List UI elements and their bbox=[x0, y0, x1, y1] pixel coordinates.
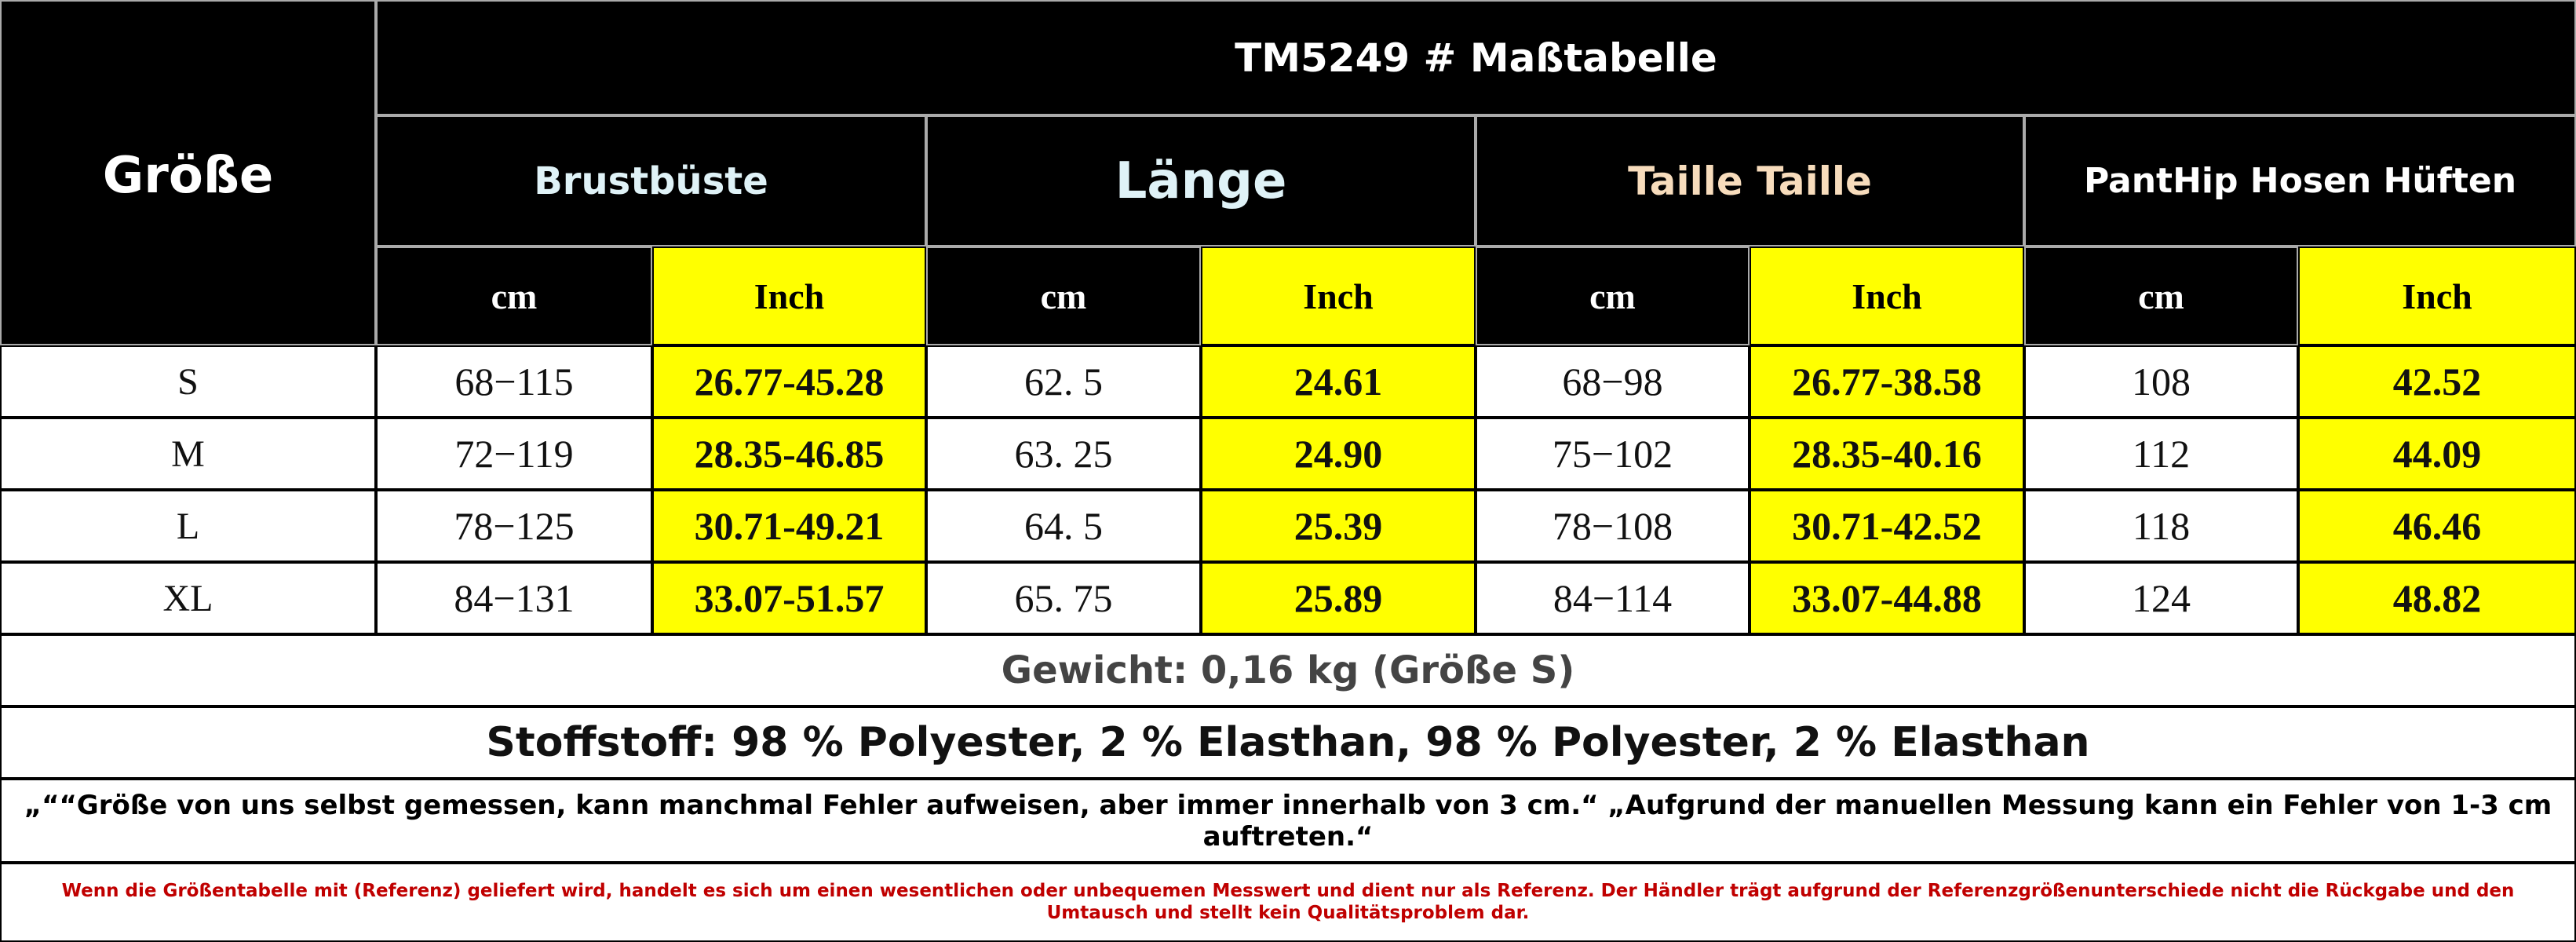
value-cell: 62. 5 bbox=[926, 345, 1201, 418]
group-header: Taille Taille bbox=[1476, 115, 2024, 246]
size-cell: M bbox=[0, 418, 376, 490]
weight: Gewicht: 0,16 kg (Größe S) bbox=[0, 634, 2576, 706]
group-header: Länge bbox=[926, 115, 1476, 246]
value-cell: 75−102 bbox=[1476, 418, 1750, 490]
value-cell: 24.90 bbox=[1201, 418, 1476, 490]
value-cell: 63. 25 bbox=[926, 418, 1201, 490]
value-cell: 78−108 bbox=[1476, 490, 1750, 562]
unit-header: cm bbox=[2024, 246, 2298, 345]
value-cell: 112 bbox=[2024, 418, 2298, 490]
value-cell: 26.77-45.28 bbox=[652, 345, 926, 418]
unit-header: Inch bbox=[2298, 246, 2576, 345]
value-cell: 84−114 bbox=[1476, 562, 1750, 634]
value-cell: 24.61 bbox=[1201, 345, 1476, 418]
value-cell: 68−98 bbox=[1476, 345, 1750, 418]
value-cell: 46.46 bbox=[2298, 490, 2576, 562]
value-cell: 118 bbox=[2024, 490, 2298, 562]
size-cell: L bbox=[0, 490, 376, 562]
value-cell: 48.82 bbox=[2298, 562, 2576, 634]
group-header: PantHip Hosen Hüften bbox=[2024, 115, 2576, 246]
size-header: Größe bbox=[0, 0, 376, 345]
disclaimer: Wenn die Größentabelle mit (Referenz) ge… bbox=[0, 863, 2576, 942]
value-cell: 65. 75 bbox=[926, 562, 1201, 634]
value-cell: 28.35-40.16 bbox=[1750, 418, 2024, 490]
size-cell: XL bbox=[0, 562, 376, 634]
value-cell: 44.09 bbox=[2298, 418, 2576, 490]
group-header: Brustbüste bbox=[376, 115, 926, 246]
value-cell: 64. 5 bbox=[926, 490, 1201, 562]
value-cell: 26.77-38.58 bbox=[1750, 345, 2024, 418]
value-cell: 33.07-44.88 bbox=[1750, 562, 2024, 634]
unit-header: Inch bbox=[1201, 246, 1476, 345]
value-cell: 25.89 bbox=[1201, 562, 1476, 634]
unit-header: cm bbox=[926, 246, 1201, 345]
unit-header: Inch bbox=[652, 246, 926, 345]
value-cell: 72−119 bbox=[376, 418, 652, 490]
value-cell: 124 bbox=[2024, 562, 2298, 634]
value-cell: 108 bbox=[2024, 345, 2298, 418]
unit-header: cm bbox=[1476, 246, 1750, 345]
fabric: Stoffstoff: 98 % Polyester, 2 % Elasthan… bbox=[0, 706, 2576, 779]
value-cell: 25.39 bbox=[1201, 490, 1476, 562]
value-cell: 84−131 bbox=[376, 562, 652, 634]
size-cell: S bbox=[0, 345, 376, 418]
value-cell: 33.07-51.57 bbox=[652, 562, 926, 634]
unit-header: cm bbox=[376, 246, 652, 345]
value-cell: 30.71-49.21 bbox=[652, 490, 926, 562]
value-cell: 68−115 bbox=[376, 345, 652, 418]
value-cell: 42.52 bbox=[2298, 345, 2576, 418]
value-cell: 30.71-42.52 bbox=[1750, 490, 2024, 562]
value-cell: 78−125 bbox=[376, 490, 652, 562]
value-cell: 28.35-46.85 bbox=[652, 418, 926, 490]
unit-header: Inch bbox=[1750, 246, 2024, 345]
title: TM5249 # Maßtabelle bbox=[376, 0, 2576, 115]
note: „““Größe von uns selbst gemessen, kann m… bbox=[0, 779, 2576, 863]
